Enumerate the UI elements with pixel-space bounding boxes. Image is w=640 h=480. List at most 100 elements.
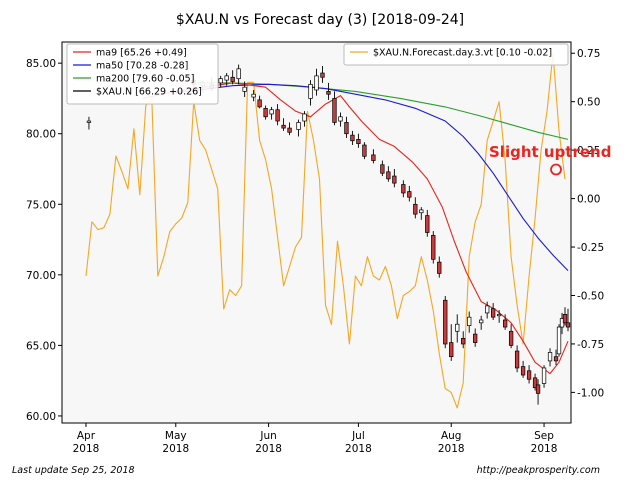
candle [356, 133, 361, 148]
candle-body [473, 333, 478, 343]
footer-left: Last update Sep 25, 2018 [12, 465, 135, 476]
candle [224, 73, 229, 86]
candle-body [344, 122, 349, 135]
candle-body [455, 323, 460, 332]
candle [455, 314, 460, 343]
forecast-line [85, 52, 566, 409]
candle [479, 315, 484, 330]
x-tick-label: May [165, 430, 187, 442]
candle [362, 142, 367, 160]
candle-body [535, 384, 541, 394]
candle [320, 65, 325, 83]
candle [371, 149, 376, 164]
candle-body [553, 356, 559, 362]
candle-body [514, 350, 520, 369]
candle [562, 307, 568, 326]
candle [502, 314, 508, 330]
candle [553, 349, 559, 366]
candle [541, 365, 547, 388]
candle-body [556, 326, 562, 355]
candle-body [520, 366, 526, 376]
candle [485, 301, 490, 319]
candle [314, 68, 319, 96]
candle [473, 328, 478, 347]
candle-body [218, 78, 223, 84]
right-tick-label: -1.00 [577, 387, 604, 399]
left-tick-label: 80.00 [26, 129, 56, 141]
candle-body [326, 91, 331, 95]
candle [535, 379, 541, 405]
candle-body [565, 322, 571, 328]
candle-body [437, 261, 442, 274]
legend-right: $XAU.N.Forecast.day.3.vt [0.10 -0.02] [343, 43, 569, 66]
right-tick-label: 0.00 [577, 194, 600, 206]
ma50-line [175, 83, 569, 271]
candle [386, 166, 391, 182]
candle [556, 324, 562, 357]
candle-body [257, 99, 262, 108]
candle [508, 324, 514, 349]
candle-body [419, 209, 424, 214]
candle [269, 106, 274, 120]
candle [338, 112, 343, 127]
candle-body [302, 113, 307, 122]
candle [308, 80, 313, 106]
x-tick-label: Apr [77, 430, 96, 442]
legend-box [343, 43, 569, 66]
candle [251, 89, 256, 102]
candle-body [443, 299, 448, 345]
candle [257, 95, 262, 109]
left-tick-label: 65.00 [26, 340, 56, 352]
candle [532, 373, 538, 391]
candle [419, 207, 424, 220]
candle-body [275, 109, 280, 122]
candle-body [425, 215, 430, 233]
candle [449, 324, 454, 361]
candle [491, 303, 496, 320]
legend-label: $XAU.N.Forecast.day.3.vt [0.10 -0.02] [373, 48, 552, 59]
footer-right: http://peakprosperity.com [477, 465, 600, 476]
candle [344, 116, 349, 138]
plot-area [61, 41, 572, 424]
candle-body [308, 83, 313, 99]
candle [380, 160, 385, 177]
candle [467, 311, 472, 333]
ma9-line [142, 82, 569, 375]
candle-body [380, 164, 385, 174]
candle [392, 169, 397, 188]
candle-body [86, 120, 92, 123]
candle-body [431, 234, 436, 260]
candle [218, 75, 223, 88]
candle-body [356, 139, 361, 144]
candle [296, 119, 301, 137]
x-tick-year: 2018 [438, 443, 465, 455]
candle-body [508, 330, 514, 346]
candle-body [386, 171, 391, 180]
axes: 60.00 65.00 70.00 75.00 80.00 85.00 -1.00 -0.75… [26, 48, 604, 455]
candle-body [242, 86, 247, 92]
candle [437, 256, 442, 278]
candle [275, 104, 280, 126]
candle [461, 331, 466, 349]
candle-body [332, 98, 337, 123]
candle [242, 81, 247, 98]
candle-body [562, 313, 568, 324]
moving-averages [142, 82, 569, 375]
candle [443, 296, 448, 349]
chart-title: $XAU.N vs Forecast day (3) [2018-09-24] [176, 12, 464, 28]
candle-body [269, 109, 274, 115]
candle-body [532, 377, 538, 389]
candle [302, 111, 307, 127]
candle-body [496, 313, 502, 317]
candle-body [491, 308, 496, 318]
legend-left: ma9 [65.26 +0.49] ma50 [70.28 -0.28] ma200… [66, 43, 219, 105]
annotation-text: Slight uptrend [489, 143, 611, 161]
candle-body [449, 342, 454, 358]
left-tick-label: 75.00 [26, 199, 56, 211]
legend-label: ma200 [79.60 -0.05] [96, 74, 194, 85]
candle-body [479, 319, 484, 324]
candle-body [407, 191, 412, 198]
candle [496, 310, 502, 323]
left-tick-label: 85.00 [26, 58, 56, 70]
right-tick-label: -0.50 [577, 290, 604, 302]
